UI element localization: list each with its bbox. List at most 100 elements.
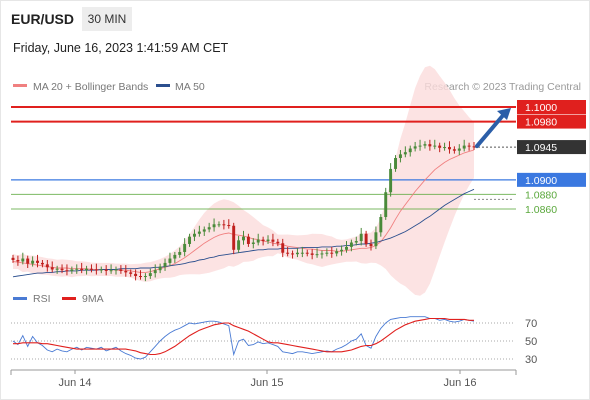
candle <box>320 250 324 259</box>
candle <box>183 238 187 257</box>
candle <box>222 219 226 230</box>
candle <box>271 233 275 247</box>
candle <box>408 145 412 157</box>
candle <box>16 255 20 266</box>
9ma-legend-swatch <box>62 297 76 300</box>
candle <box>99 266 103 274</box>
candle <box>173 251 177 263</box>
level-label-1.0900: 1.0900 <box>525 175 557 187</box>
candle <box>379 214 383 237</box>
candle <box>364 230 368 247</box>
candle <box>266 235 270 244</box>
candle <box>291 250 295 259</box>
candle <box>295 248 299 258</box>
candle <box>242 230 245 245</box>
candle <box>119 265 123 274</box>
candle <box>403 146 407 158</box>
bollinger-band-area <box>13 65 474 296</box>
rsi-legend: RSI 9MA <box>13 293 104 305</box>
level-badge-1.0900 <box>517 172 586 187</box>
candle <box>438 142 442 153</box>
candle <box>325 248 329 257</box>
candle <box>197 225 201 237</box>
candle <box>300 246 304 258</box>
rsi-tick-label: 50 <box>525 336 537 348</box>
9ma-legend-label: 9MA <box>82 293 104 305</box>
ma50-legend-label: MA 50 <box>175 81 205 93</box>
forecast-arrow-shaft <box>475 111 507 149</box>
candle <box>374 226 378 250</box>
level-badge-1.0945 <box>517 140 586 155</box>
candle <box>65 264 69 276</box>
candle <box>94 263 98 275</box>
timeframe-tab[interactable]: 30 MIN <box>82 7 132 31</box>
candle <box>21 252 25 265</box>
forecast-arrow-head <box>497 108 511 120</box>
candle <box>428 139 432 151</box>
candle <box>457 144 461 156</box>
9ma-line <box>13 317 474 356</box>
candle <box>55 265 59 274</box>
candle <box>452 146 456 154</box>
rsi-tick-label: 30 <box>525 354 537 366</box>
candle <box>192 229 196 242</box>
candle <box>207 222 211 233</box>
symbol-label: EUR/USD <box>11 11 75 27</box>
level-label-1.0880: 1.0880 <box>525 189 557 201</box>
candle <box>305 249 309 257</box>
candle <box>310 249 314 260</box>
forecast-arrow <box>475 108 511 149</box>
candle <box>462 139 466 152</box>
candle <box>281 238 285 258</box>
rsi-legend-label: RSI <box>33 293 51 305</box>
level-badge-1.1000 <box>517 100 586 114</box>
bollinger-bands <box>13 65 474 296</box>
rsi-legend-swatch <box>13 297 27 300</box>
candle <box>418 139 422 151</box>
candle <box>114 266 118 275</box>
candle <box>134 269 138 281</box>
candle <box>75 264 79 274</box>
candle <box>70 266 74 274</box>
level-label-1.0860: 1.0860 <box>525 204 557 216</box>
candle <box>335 248 339 257</box>
candle <box>50 261 54 273</box>
candle <box>40 260 44 268</box>
candle <box>232 222 236 255</box>
candle <box>139 270 142 280</box>
candle <box>163 258 167 271</box>
candle <box>227 219 231 229</box>
level-label-1.1000: 1.1000 <box>525 102 557 114</box>
chart-datetime: Friday, June 16, 2023 1:41:59 AM CET <box>13 41 229 55</box>
candle <box>256 233 260 246</box>
candle <box>394 155 398 172</box>
candle <box>330 246 334 258</box>
ma50-line <box>12 188 475 278</box>
candle <box>80 262 84 274</box>
chart-header: EUR/USD 30 MIN <box>0 0 590 36</box>
candle <box>45 260 49 272</box>
candle <box>261 236 265 246</box>
level-labels: 1.1000 1.0980 1.0945 1.0900 1.0880 1.0860 <box>517 100 586 216</box>
candle <box>276 238 280 247</box>
candle <box>212 218 216 232</box>
price-levels <box>11 106 516 210</box>
candle <box>129 269 133 277</box>
candle <box>11 254 15 263</box>
candle <box>109 264 113 274</box>
candle <box>36 254 39 268</box>
candle <box>467 142 471 151</box>
candle <box>433 139 437 150</box>
candle <box>413 141 417 152</box>
level-label-1.0980: 1.0980 <box>525 117 557 129</box>
candle <box>124 265 128 277</box>
candle <box>60 264 64 274</box>
level-label-1.0945: 1.0945 <box>525 142 557 154</box>
ma20-legend-label: MA 20 + Bollinger Bands <box>33 81 148 93</box>
candle <box>188 233 192 247</box>
candle <box>237 235 241 253</box>
candle <box>315 248 319 258</box>
ma20-legend-swatch <box>13 84 27 87</box>
candle <box>384 187 388 220</box>
